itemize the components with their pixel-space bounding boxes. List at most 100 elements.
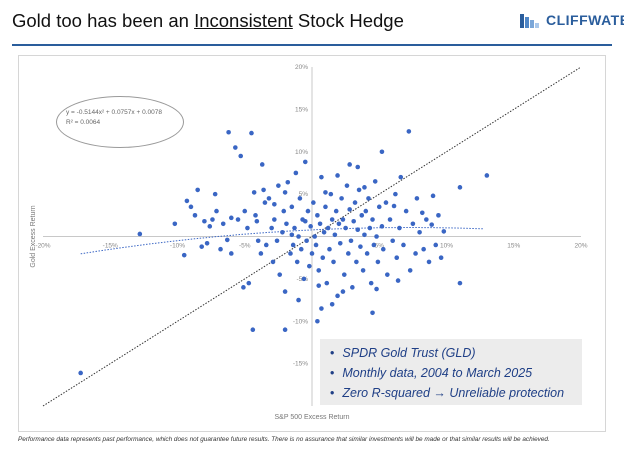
data-point — [316, 268, 322, 273]
y-axis-label: Gold Excess Return — [30, 205, 37, 267]
data-point — [199, 244, 205, 249]
data-point — [210, 217, 215, 222]
data-point — [328, 191, 334, 197]
data-point — [397, 225, 402, 231]
data-point — [366, 196, 371, 201]
data-point — [212, 191, 218, 197]
data-point — [335, 293, 340, 299]
data-point — [329, 217, 335, 222]
data-point — [347, 162, 352, 167]
data-point — [288, 251, 293, 256]
data-point — [226, 129, 231, 135]
data-point — [387, 217, 393, 222]
data-point — [282, 190, 288, 195]
data-point — [272, 217, 277, 222]
data-point — [441, 229, 447, 234]
data-point — [339, 196, 344, 201]
data-point — [419, 210, 425, 216]
data-point — [360, 268, 366, 273]
data-point — [367, 225, 373, 231]
title-part-2: Stock Hedge — [292, 10, 404, 31]
data-point — [192, 213, 198, 218]
data-point — [413, 251, 418, 256]
data-point — [246, 280, 252, 286]
y-tick-label: 5% — [299, 191, 309, 198]
data-point — [403, 208, 409, 214]
y-tick-label: 10% — [295, 149, 308, 156]
data-point — [401, 242, 406, 248]
y-tick-label: 20% — [295, 64, 308, 71]
trendline-r-squared: R² = 0.0064 — [66, 119, 101, 126]
data-point — [359, 213, 365, 218]
data-point — [263, 242, 269, 248]
data-point — [289, 204, 295, 210]
data-point — [207, 224, 213, 229]
title-underlined-word: Inconsistent — [194, 10, 293, 31]
data-point — [281, 208, 287, 214]
data-point — [343, 225, 348, 231]
data-point — [262, 200, 268, 205]
data-point — [374, 286, 379, 292]
data-point — [320, 255, 326, 260]
data-point — [294, 259, 300, 265]
data-point — [406, 129, 412, 134]
data-point — [280, 229, 285, 235]
data-point — [370, 310, 375, 316]
data-point — [351, 218, 356, 224]
data-point — [316, 283, 322, 288]
data-point — [304, 238, 309, 244]
data-point — [421, 246, 426, 252]
data-point — [340, 217, 346, 222]
data-point — [390, 238, 396, 244]
data-point — [308, 224, 313, 229]
data-point — [457, 280, 463, 286]
data-point — [335, 173, 340, 178]
data-point — [251, 190, 257, 195]
data-point — [375, 259, 381, 265]
data-point — [274, 238, 280, 244]
data-point — [332, 232, 338, 238]
data-point — [355, 164, 361, 170]
x-tick-label: 5% — [375, 243, 385, 250]
data-point — [229, 215, 234, 221]
data-point — [329, 302, 335, 307]
data-point — [309, 251, 315, 256]
data-point — [296, 297, 301, 303]
data-point — [233, 145, 238, 150]
data-point — [346, 251, 351, 256]
trendline-equation: y = -0.5144x² + 0.0757x + 0.0078 — [66, 109, 162, 116]
chart-frame — [18, 55, 606, 432]
data-point — [358, 244, 363, 249]
callout-box: SPDR Gold Trust (GLD) Monthly data, 2004… — [320, 339, 582, 405]
data-point — [195, 187, 200, 193]
logo-text: CLIFFWATER — [546, 12, 624, 28]
data-point — [395, 278, 401, 283]
data-point — [417, 229, 422, 235]
data-point — [296, 234, 301, 239]
data-point — [379, 224, 385, 229]
data-point — [319, 174, 324, 180]
data-point — [433, 242, 439, 248]
data-point — [337, 240, 343, 246]
data-point — [297, 196, 303, 201]
cliffwater-logo: CLIFFWATER — [520, 12, 624, 28]
data-point — [202, 218, 207, 224]
data-point — [220, 221, 226, 227]
data-point — [282, 327, 288, 333]
callout-item-conclusion: Zero R-squared → Unreliable protection — [330, 383, 574, 403]
data-point — [315, 318, 320, 324]
data-point — [457, 185, 463, 190]
data-point — [350, 285, 355, 290]
data-point — [184, 198, 190, 204]
data-point — [311, 200, 316, 205]
data-point — [372, 179, 378, 184]
data-point — [204, 240, 210, 246]
cliffwater-logo-icon — [520, 14, 539, 28]
data-point — [398, 174, 404, 180]
data-point — [188, 204, 194, 210]
data-point — [385, 272, 390, 277]
data-point — [324, 280, 330, 286]
x-axis-label: S&P 500 Excess Return — [275, 414, 350, 421]
data-point — [379, 149, 385, 155]
data-point — [370, 217, 375, 222]
